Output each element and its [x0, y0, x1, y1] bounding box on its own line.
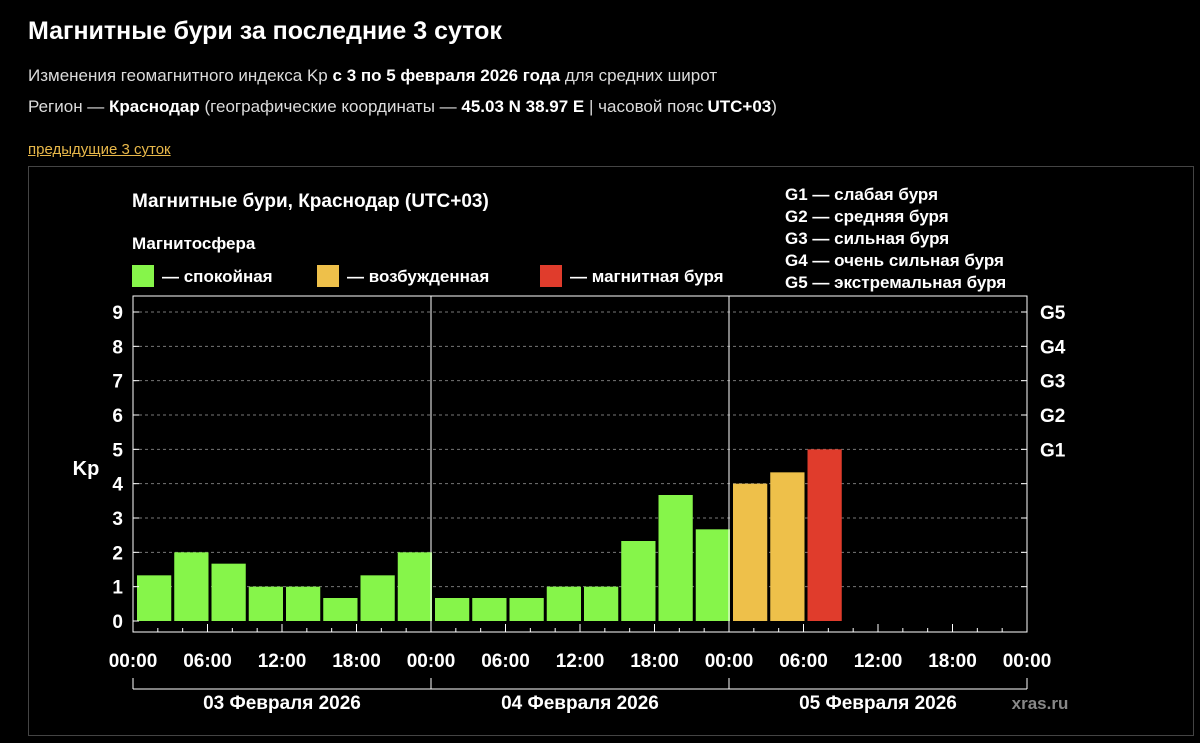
x-tick-label: 06:00 — [779, 651, 828, 672]
g-level-label: G1 — [1040, 440, 1066, 461]
y-tick-label: 3 — [112, 509, 123, 530]
legend-label: — возбужденная — [347, 267, 489, 286]
watermark: xras.ru — [1012, 694, 1069, 713]
kp-bar — [733, 483, 768, 621]
region-line: Регион — Краснодар (географические коорд… — [28, 97, 777, 117]
subtitle-post: для средних широт — [564, 66, 718, 85]
y-tick-label: 6 — [112, 406, 123, 427]
y-tick-label: 8 — [112, 337, 123, 358]
legend-swatch — [540, 265, 562, 287]
x-tick-label: 18:00 — [928, 651, 977, 672]
x-tick-label: 18:00 — [332, 651, 381, 672]
legend-label: — магнитная буря — [570, 267, 724, 286]
y-tick-label: 0 — [112, 612, 123, 633]
kp-bar — [584, 586, 619, 621]
region-pre: Регион — — [28, 97, 105, 116]
storm-scale-item: G4 — очень сильная буря — [785, 251, 1004, 270]
storm-scale-item: G3 — сильная буря — [785, 229, 949, 248]
kp-bar — [435, 597, 470, 621]
legend-swatch — [317, 265, 339, 287]
x-tick-label: 12:00 — [854, 651, 903, 672]
kp-bar — [807, 449, 842, 621]
kp-bar — [137, 575, 172, 621]
kp-bar — [509, 597, 544, 621]
subtitle-pre: Изменения геомагнитного индекса Kp — [28, 66, 328, 85]
region-close: ) — [771, 97, 777, 116]
g-level-label: G4 — [1040, 337, 1066, 358]
y-tick-label: 5 — [112, 440, 123, 461]
y-tick-label: 7 — [112, 372, 123, 393]
x-tick-label: 06:00 — [183, 651, 232, 672]
kp-bar — [323, 597, 358, 621]
x-tick-label: 06:00 — [481, 651, 530, 672]
kp-bar — [621, 541, 656, 621]
x-tick-label: 00:00 — [109, 651, 158, 672]
previous-3-days-link[interactable]: предыдущие 3 суток — [28, 141, 171, 158]
kp-bar — [695, 529, 730, 621]
kp-bar — [546, 586, 581, 621]
storm-scale-item: G2 — средняя буря — [785, 207, 949, 226]
storm-scale-item: G5 — экстремальная буря — [785, 273, 1006, 292]
x-tick-label: 00:00 — [1003, 651, 1052, 672]
chart-title: Магнитные бури, Краснодар (UTC+03) — [132, 191, 489, 212]
y-tick-label: 2 — [112, 543, 123, 564]
region-tz-pre: | часовой пояс — [589, 97, 704, 116]
kp-bar — [248, 586, 283, 621]
region-tz: UTC+03 — [707, 97, 772, 116]
y-tick-label: 9 — [112, 303, 123, 324]
region-coords: 45.03 N 38.97 E — [461, 97, 585, 116]
page-title: Магнитные бури за последние 3 суток — [28, 17, 502, 45]
region-city: Краснодар — [109, 97, 200, 116]
kp-bar — [211, 563, 246, 621]
g-level-label: G2 — [1040, 406, 1065, 427]
x-tick-label: 18:00 — [630, 651, 679, 672]
kp-bar — [658, 494, 693, 621]
kp-bar — [360, 575, 395, 621]
day-label: 05 Февраля 2026 — [799, 693, 957, 714]
x-tick-label: 00:00 — [705, 651, 754, 672]
day-label: 04 Февраля 2026 — [501, 693, 659, 714]
subtitle-line: Изменения геомагнитного индекса Kp с 3 п… — [28, 66, 717, 86]
subtitle-dates: с 3 по 5 февраля 2026 года — [332, 66, 561, 85]
storm-scale-item: G1 — слабая буря — [785, 185, 938, 204]
legend-label: — спокойная — [162, 267, 273, 286]
y-tick-label: 4 — [112, 475, 123, 496]
legend-swatch — [132, 265, 154, 287]
kp-bar — [286, 586, 321, 621]
x-tick-label: 12:00 — [556, 651, 605, 672]
g-level-label: G3 — [1040, 372, 1065, 393]
kp-bar — [174, 552, 209, 621]
x-tick-label: 00:00 — [407, 651, 456, 672]
y-tick-label: 1 — [112, 578, 123, 599]
day-label: 03 Февраля 2026 — [203, 693, 361, 714]
kp-bar — [472, 597, 507, 621]
y-axis-label: Kp — [73, 458, 100, 480]
chart-panel — [28, 166, 1194, 736]
legend-title: Магнитосфера — [132, 234, 256, 253]
x-tick-label: 12:00 — [258, 651, 307, 672]
g-level-label: G5 — [1040, 303, 1066, 324]
kp-bar — [397, 552, 432, 621]
region-mid: (географические координаты — — [204, 97, 457, 116]
kp-bar — [770, 472, 805, 621]
